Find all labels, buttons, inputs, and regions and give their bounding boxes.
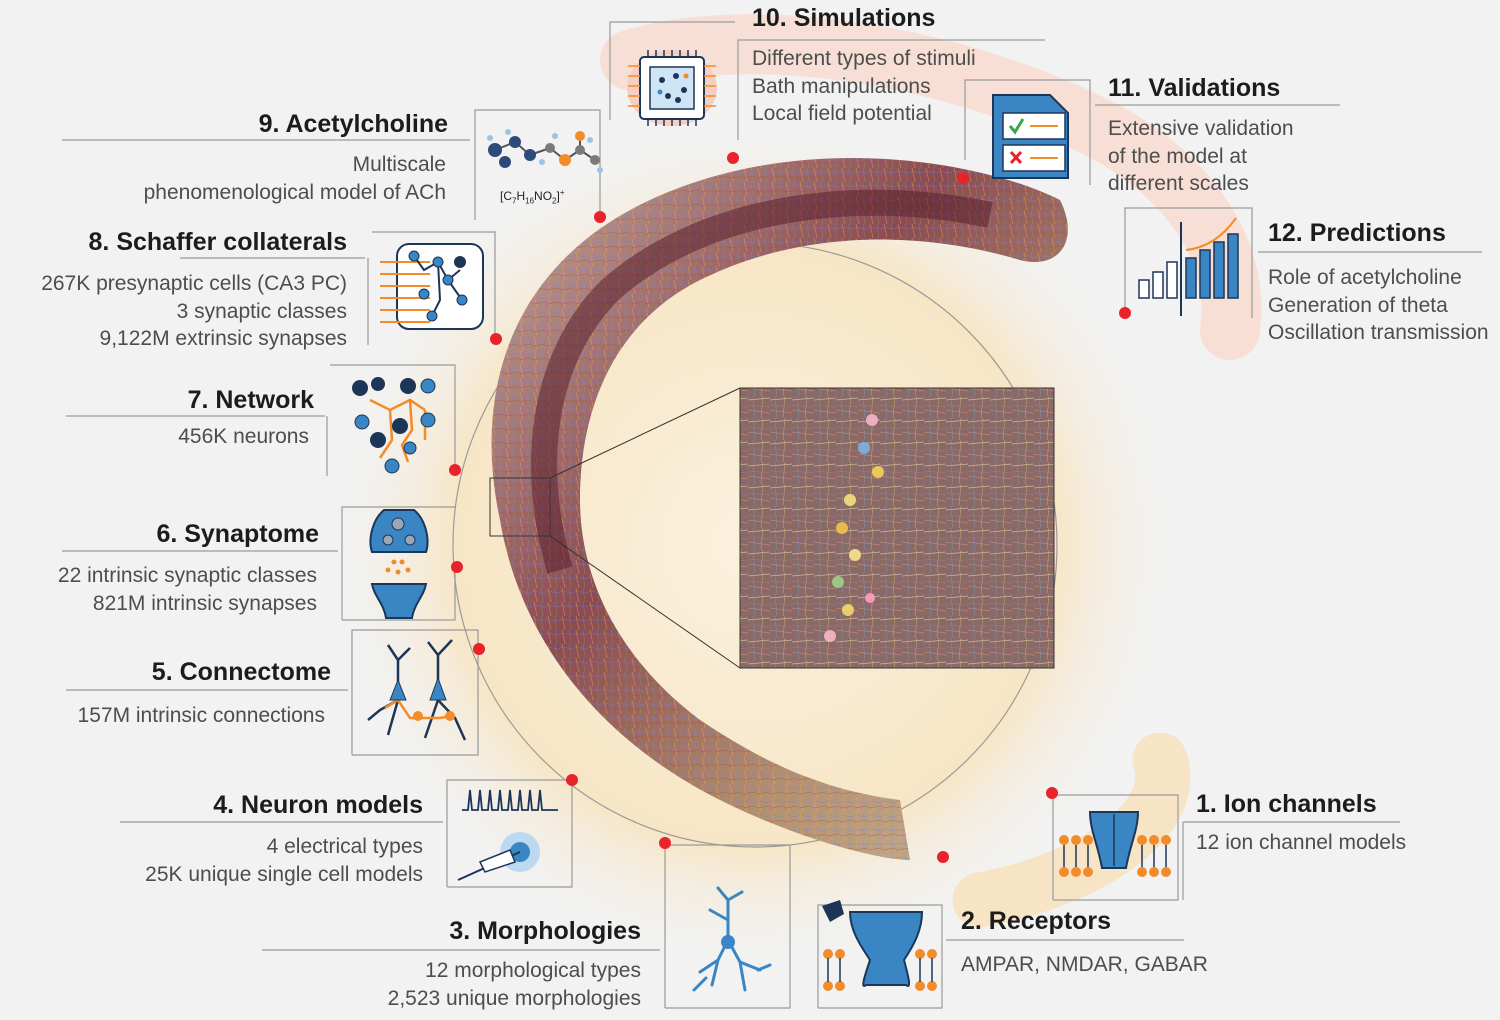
predictions-title: 12. Predictions (1268, 219, 1446, 247)
morphologies-line: 2,523 unique morphologies (387, 986, 641, 1010)
synaptome-line: 821M intrinsic synapses (92, 591, 317, 615)
acetylcholine-title: 9. Acetylcholine (258, 110, 448, 138)
predictions-line: Oscillation transmission (1268, 321, 1489, 344)
dot-ion-channels (1046, 787, 1058, 799)
bar-chart-icon (1138, 217, 1239, 316)
schaffer-line: 9,122M extrinsic synapses (99, 327, 347, 350)
synaptome-line: 22 intrinsic synaptic classes (57, 564, 317, 587)
simulations-line: Local field potential (752, 102, 932, 125)
validations-title: 11. Validations (1108, 74, 1281, 102)
validations-desc: Extensive validation of the model at dif… (1108, 115, 1294, 198)
molecule-icon (487, 129, 603, 173)
neuron-models-title: 4. Neuron models (213, 791, 423, 819)
dot-morphologies (659, 837, 671, 849)
receptors-title: 2. Receptors (961, 907, 1112, 935)
simulations-title: 10. Simulations (752, 4, 936, 32)
receptors-desc: AMPAR, NMDAR, GABAR (961, 951, 1208, 979)
receptor-icon (822, 900, 937, 991)
dot-simulations (727, 152, 739, 164)
zoom-region-marker (489, 477, 551, 537)
ion-channels-line: 12 ion channel models (1196, 831, 1407, 854)
dot-network (449, 464, 461, 476)
zoom-connector-bottom (549, 535, 741, 669)
network-icon (352, 377, 436, 474)
connectome-icon (367, 639, 467, 741)
network-desc: 456K neurons (178, 423, 309, 451)
neuron-icon (692, 886, 772, 992)
ion-channel-icon (1059, 811, 1171, 877)
dot-receptors (937, 851, 949, 863)
acetylcholine-desc: Multiscale phenomenological model of ACh (144, 151, 446, 206)
electrode-icon (457, 789, 558, 881)
validations-line: Extensive validation (1108, 117, 1294, 140)
panel-frames (62, 21, 1482, 1009)
simulations-desc: Different types of stimuli Bath manipula… (752, 45, 976, 128)
morphologies-desc: 12 morphological types 2,523 unique morp… (388, 957, 641, 1012)
network-line: 456K neurons (178, 425, 309, 448)
connectome-line: 157M intrinsic connections (77, 704, 325, 727)
schaffer-line: 267K presynaptic cells (CA3 PC) (41, 272, 347, 295)
neuron-models-line: 4 electrical types (266, 835, 423, 858)
acetylcholine-line: Multiscale (352, 153, 446, 176)
dot-neuron-models (566, 774, 578, 786)
predictions-desc: Role of acetylcholine Generation of thet… (1268, 264, 1489, 347)
acetylcholine-line: phenomenological model of ACh (143, 180, 446, 204)
zoomed-tissue-inset (739, 387, 1055, 669)
morphologies-line: 12 morphological types (425, 959, 641, 982)
validations-line: different scales (1108, 172, 1249, 195)
predictions-line: Role of acetylcholine (1268, 266, 1462, 289)
dot-synaptome (451, 561, 463, 573)
acetylcholine-formula: [C7H16NO2]+ (500, 188, 565, 206)
morphologies-title: 3. Morphologies (449, 917, 641, 945)
simulations-line: Different types of stimuli (752, 47, 976, 70)
synaptome-title: 6. Synaptome (156, 520, 319, 548)
anchor-dots (449, 152, 1131, 863)
connectome-desc: 157M intrinsic connections (78, 702, 325, 730)
ion-channels-title: 1. Ion channels (1196, 790, 1377, 818)
schaffer-line: 3 synaptic classes (176, 299, 347, 323)
projection-icon (380, 243, 484, 330)
schaffer-desc: 267K presynaptic cells (CA3 PC) 3 synapt… (41, 270, 347, 353)
predictions-line: Generation of theta (1268, 293, 1448, 317)
checklist-icon (992, 94, 1069, 179)
dot-predictions (1119, 307, 1131, 319)
dot-validations (957, 172, 969, 184)
dot-schaffer (490, 333, 502, 345)
connectome-title: 5. Connectome (151, 658, 331, 686)
synaptome-desc: 22 intrinsic synaptic classes 821M intri… (58, 562, 317, 617)
simulations-line: Bath manipulations (752, 74, 931, 98)
zoom-connector-top (549, 387, 741, 479)
validations-line: of the model at (1108, 144, 1247, 168)
schaffer-title: 8. Schaffer collaterals (88, 228, 347, 256)
synapse-icon (369, 509, 429, 619)
chip-icon (627, 50, 717, 126)
dot-connectome (473, 643, 485, 655)
network-title: 7. Network (187, 386, 314, 414)
neuron-models-line: 25K unique single cell models (145, 862, 423, 886)
neuron-models-desc: 4 electrical types 25K unique single cel… (145, 833, 423, 888)
ion-channels-desc: 12 ion channel models (1196, 829, 1406, 857)
dot-acetylcholine (594, 211, 606, 223)
hippocampus-tissue (491, 158, 1068, 860)
receptors-line: AMPAR, NMDAR, GABAR (961, 953, 1208, 976)
